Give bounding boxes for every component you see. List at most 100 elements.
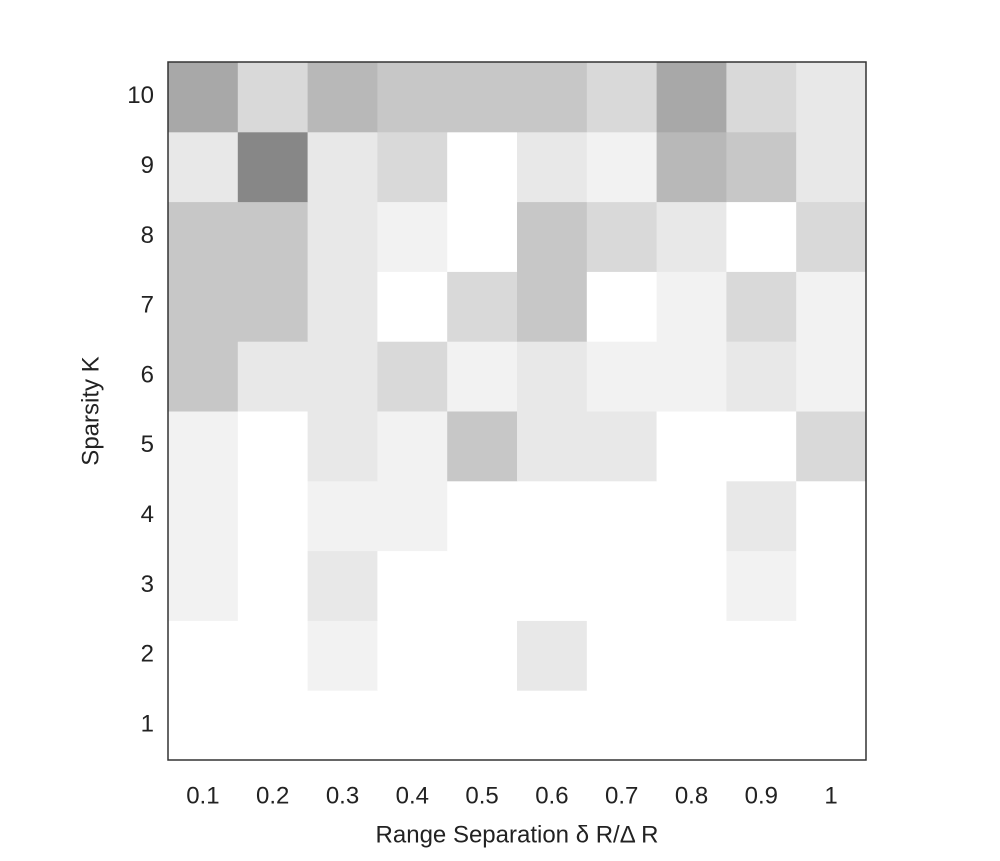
heatmap-cell bbox=[796, 62, 867, 133]
heatmap-cell bbox=[447, 620, 518, 691]
heatmap-cell bbox=[726, 411, 797, 482]
heatmap-cell bbox=[796, 550, 867, 621]
heatmap-cell bbox=[168, 341, 239, 412]
heatmap-cell bbox=[447, 131, 518, 203]
heatmap-cell bbox=[168, 271, 239, 342]
heatmap-cell bbox=[726, 201, 797, 272]
heatmap-cell bbox=[656, 271, 727, 342]
heatmap-cell bbox=[168, 201, 239, 272]
heatmap-cell bbox=[796, 341, 867, 412]
heatmap-cell bbox=[168, 131, 239, 203]
heatmap-cell bbox=[796, 131, 867, 203]
y-tick-label: 1 bbox=[141, 710, 154, 737]
heatmap-cell bbox=[586, 690, 658, 761]
heatmap-cell bbox=[796, 411, 867, 482]
heatmap-cell bbox=[168, 620, 239, 691]
heatmap-cell bbox=[586, 550, 658, 621]
heatmap-cell bbox=[237, 550, 309, 621]
heatmap-cell bbox=[168, 550, 239, 621]
heatmap-cell bbox=[586, 131, 658, 203]
plot-frame bbox=[167, 61, 867, 761]
heatmap-cell bbox=[377, 620, 448, 691]
heatmap-cell bbox=[656, 480, 727, 552]
heatmap-cell bbox=[586, 480, 658, 552]
heatmap-cell bbox=[377, 480, 448, 552]
y-axis-title: Sparsity K bbox=[77, 356, 104, 465]
heatmap-cell bbox=[656, 690, 727, 761]
heatmap-cell bbox=[517, 131, 588, 203]
heatmap-cell bbox=[307, 341, 378, 412]
heatmap-cell bbox=[377, 62, 448, 133]
y-tick-label: 9 bbox=[141, 152, 154, 179]
heatmap-cell bbox=[377, 201, 448, 272]
heatmap-cell bbox=[447, 271, 518, 342]
x-tick-label: 0.4 bbox=[396, 782, 429, 809]
y-tick-label: 7 bbox=[141, 292, 154, 319]
heatmap-cell bbox=[517, 62, 588, 133]
heatmap-cell bbox=[307, 201, 378, 272]
heatmap-cell bbox=[726, 131, 797, 203]
heatmap-cell bbox=[237, 131, 309, 203]
heatmap-cell bbox=[517, 341, 588, 412]
y-tick-label: 8 bbox=[141, 222, 154, 249]
heatmap-cell bbox=[656, 411, 727, 482]
heatmap-cell bbox=[307, 690, 378, 761]
heatmap-cell bbox=[586, 620, 658, 691]
heatmap-cell bbox=[237, 690, 309, 761]
heatmap-cell bbox=[237, 411, 309, 482]
heatmap-cell bbox=[586, 341, 658, 412]
heatmap-cell bbox=[168, 690, 239, 761]
y-tick-label: 5 bbox=[141, 431, 154, 458]
heatmap-cell bbox=[517, 201, 588, 272]
heatmap-cell bbox=[377, 341, 448, 412]
heatmap-cell bbox=[726, 62, 797, 133]
heatmap-cell bbox=[656, 550, 727, 621]
x-tick-label: 0.3 bbox=[326, 782, 359, 809]
heatmap-cell bbox=[656, 201, 727, 272]
heatmap-cell bbox=[726, 690, 797, 761]
heatmap-cell bbox=[307, 620, 378, 691]
heatmap-cell bbox=[726, 480, 797, 552]
x-tick-label: 0.1 bbox=[186, 782, 219, 809]
x-tick-label: 0.2 bbox=[256, 782, 289, 809]
heatmap-cell bbox=[237, 620, 309, 691]
heatmap-cell bbox=[447, 480, 518, 552]
heatmap-cell bbox=[517, 480, 588, 552]
x-tick-label: 1 bbox=[824, 782, 837, 809]
heatmap-cell bbox=[307, 131, 378, 203]
heatmap-cell bbox=[586, 271, 658, 342]
y-tick-label: 2 bbox=[141, 641, 154, 668]
y-tick-label: 6 bbox=[141, 361, 154, 388]
x-tick-label: 0.8 bbox=[675, 782, 708, 809]
heatmap-cell bbox=[656, 341, 727, 412]
heatmap-cell bbox=[726, 271, 797, 342]
heatmap-cell bbox=[307, 271, 378, 342]
y-tick-label: 10 bbox=[127, 82, 154, 109]
heatmap-cell bbox=[377, 411, 448, 482]
heatmap-cell bbox=[517, 620, 588, 691]
heatmap-cell bbox=[168, 62, 239, 133]
heatmap-cell bbox=[307, 411, 378, 482]
heatmap-cell bbox=[517, 271, 588, 342]
heatmap-cell bbox=[517, 690, 588, 761]
heatmap-cell bbox=[237, 62, 309, 133]
heatmap-cell bbox=[796, 201, 867, 272]
heatmap-cell bbox=[307, 480, 378, 552]
heatmap-cell bbox=[656, 62, 727, 133]
y-tick-label: 3 bbox=[141, 571, 154, 598]
heatmap-cell bbox=[237, 271, 309, 342]
heatmap-cell bbox=[447, 201, 518, 272]
heatmap-cell bbox=[586, 201, 658, 272]
heatmap-cell bbox=[377, 690, 448, 761]
y-tick-label: 4 bbox=[141, 501, 154, 528]
heatmap-cell bbox=[307, 550, 378, 621]
heatmap-cell bbox=[796, 690, 867, 761]
heatmap-cell bbox=[237, 341, 309, 412]
heatmap-cell bbox=[447, 341, 518, 412]
heatmap-cell bbox=[447, 62, 518, 133]
heatmap-cell bbox=[447, 411, 518, 482]
heatmap-cell bbox=[656, 131, 727, 203]
heatmap-cell bbox=[447, 690, 518, 761]
heatmap-cell bbox=[237, 201, 309, 272]
